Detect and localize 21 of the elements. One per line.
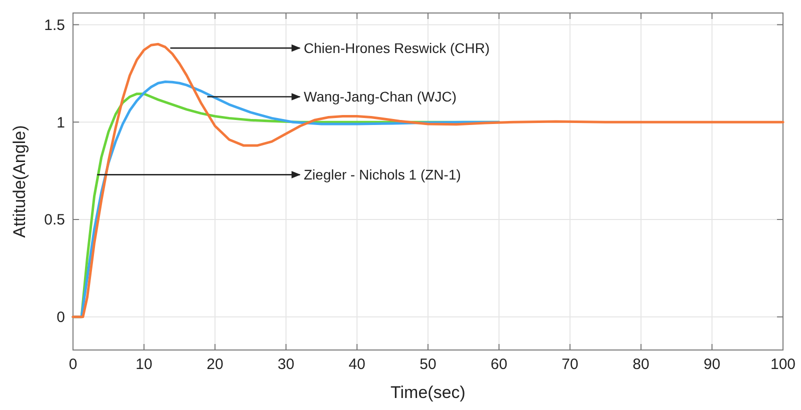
y-axis-title: Attitude(Angle) — [10, 125, 29, 238]
annotation: Chien-Hrones Reswick (CHR) — [304, 40, 490, 56]
annotation: Wang-Jang-Chan (WJC) — [304, 88, 456, 105]
y-tick-label: 0.5 — [44, 212, 65, 229]
y-tick-label: 0 — [56, 309, 65, 326]
x-axis-title: Time(sec) — [390, 383, 466, 402]
x-tick-label: 100 — [770, 356, 796, 373]
x-tick-label: 70 — [562, 356, 578, 373]
x-tick-label: 80 — [632, 356, 650, 373]
line-series — [72, 42, 784, 318]
x-tick-label: 40 — [348, 356, 366, 373]
x-tick-label: 0 — [68, 356, 78, 373]
y-tick-label: 1.5 — [44, 16, 65, 34]
annotation: Ziegler - Nichols 1 (ZN-1) — [304, 166, 461, 183]
x-tick-label: 30 — [278, 356, 294, 373]
x-tick-label: 50 — [420, 356, 436, 373]
x-tick-label: 10 — [136, 356, 152, 373]
x-tick-label: 60 — [490, 356, 508, 373]
y-tick-label: 1 — [56, 114, 65, 132]
x-tick-label: 20 — [206, 356, 224, 373]
x-tick-label: 90 — [704, 356, 720, 373]
